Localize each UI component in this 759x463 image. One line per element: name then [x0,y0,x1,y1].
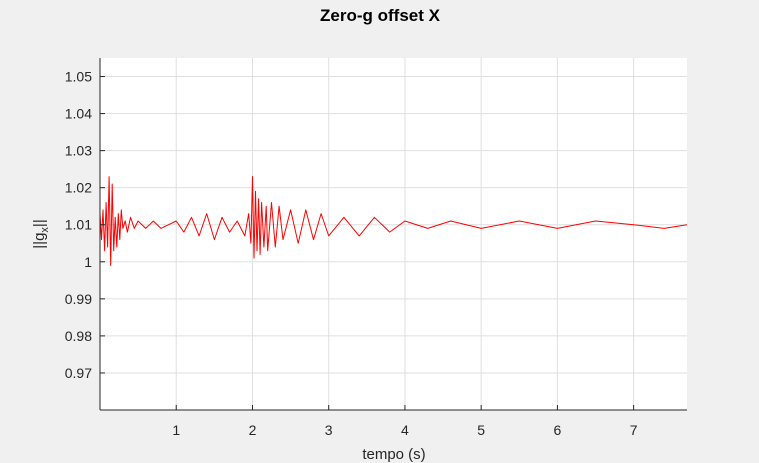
series-group [99,176,688,266]
y-tick-label: 1.04 [65,106,92,122]
chart-title: Zero-g offset X [320,6,441,25]
y-tick-label: 1 [84,254,92,270]
y-axis-label-base: ||g [31,233,48,249]
x-tick-label: 4 [401,422,409,438]
series-line-1 [99,176,688,266]
x-axis-label: tempo (s) [362,446,425,463]
x-tick-label: 7 [630,422,638,438]
y-axis-label: ||gx|| [31,219,51,248]
y-axis-label-subscript: x [39,227,51,233]
x-tick-label: 3 [325,422,333,438]
x-tick-label: 6 [554,422,562,438]
axes [99,58,687,411]
x-tick-label: 5 [477,422,485,438]
y-tick-label: 0.97 [65,365,92,381]
y-tick-labels: 0.97 0.98 0.99 1 1.01 1.02 1.03 1.04 1.05 [65,69,92,381]
x-tick-labels: 1 2 3 4 5 6 7 [172,422,637,438]
x-tick-label: 1 [172,422,180,438]
y-axis-label-close: || [31,219,48,227]
x-tick-label: 2 [249,422,257,438]
y-tick-label: 0.99 [65,291,92,307]
y-tick-label: 1.02 [65,180,92,196]
grid [100,58,687,410]
y-tick-label: 0.98 [65,328,92,344]
y-tick-label: 1.03 [65,143,92,159]
y-tick-label: 1.05 [65,69,92,85]
y-tick-label: 1.01 [65,217,92,233]
plot-area[interactable] [100,58,687,410]
